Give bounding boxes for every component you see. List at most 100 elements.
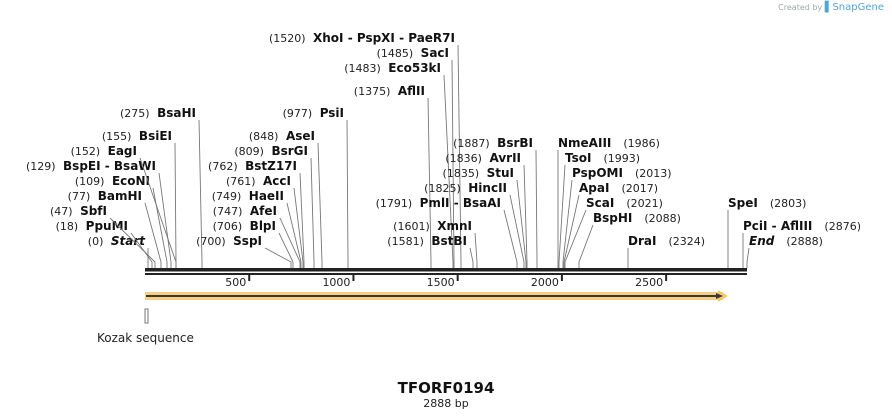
- site-leader-line: [174, 142, 177, 268]
- site-position: (2888): [786, 235, 823, 248]
- construct-length: 2888 bp: [423, 397, 469, 410]
- site-leader-line: [264, 247, 292, 268]
- site-label: (1483) Eco53kI: [344, 61, 441, 75]
- restriction-site[interactable]: PciI - AflIII (2876): [742, 219, 861, 268]
- restriction-site[interactable]: (1887) BsrBI: [453, 136, 538, 268]
- site-position: (1835): [443, 167, 483, 180]
- site-leader-line: [564, 209, 587, 268]
- site-leader-line: [563, 194, 580, 268]
- restriction-site[interactable]: (749) HaeII: [212, 189, 302, 268]
- axis-tick: [352, 275, 355, 281]
- site-label: (977) PsiI: [283, 106, 344, 120]
- restriction-site[interactable]: End (2888): [746, 234, 823, 268]
- restriction-site[interactable]: (1601) XmnI: [393, 219, 478, 268]
- restriction-site[interactable]: (1836) AvrII: [445, 151, 528, 268]
- restriction-site[interactable]: TsoI (1993): [558, 151, 640, 268]
- restriction-site[interactable]: (848) AseI: [249, 129, 323, 268]
- restriction-site[interactable]: ApaI (2017): [563, 181, 658, 268]
- site-position: (2021): [626, 197, 663, 210]
- site-enzyme-name: Eco53kI: [388, 61, 441, 75]
- restriction-site[interactable]: (109) EcoNI: [75, 174, 168, 268]
- site-leader-line: [516, 179, 527, 268]
- site-label: (47) SbfI: [50, 204, 107, 218]
- site-position: (1986): [623, 137, 660, 150]
- restriction-site[interactable]: DraI (2324): [627, 234, 705, 268]
- site-leader-line: [109, 217, 156, 268]
- restriction-site[interactable]: (1520) XhoI - PspXI - PaeR7I: [269, 31, 462, 268]
- site-label: (762) BstZ17I: [208, 159, 297, 173]
- site-label: (1601) XmnI: [393, 219, 472, 233]
- restriction-site[interactable]: (1375) AflII: [354, 84, 432, 268]
- site-label: SpeI (2803): [728, 196, 806, 210]
- site-enzyme-name: BstZ17I: [245, 159, 297, 173]
- site-leader-line: [310, 157, 315, 268]
- restriction-site[interactable]: (18) PpuMI: [56, 219, 153, 268]
- restriction-site[interactable]: PspOMI (2013): [562, 166, 672, 268]
- site-leader-line: [503, 209, 518, 268]
- restriction-site[interactable]: SpeI (2803): [727, 196, 806, 268]
- restriction-site[interactable]: (1485) SacI: [377, 46, 455, 268]
- site-leader-line: [474, 232, 478, 268]
- site-position: (848): [249, 130, 282, 143]
- restriction-site[interactable]: (1835) StuI: [443, 166, 527, 268]
- site-enzyme-name: StuI: [487, 166, 514, 180]
- site-position: (155): [102, 130, 135, 143]
- restriction-site[interactable]: (47) SbfI: [50, 204, 156, 268]
- restriction-site[interactable]: (1581) BstBI: [387, 234, 474, 268]
- restriction-site[interactable]: (77) BamHI: [68, 189, 162, 268]
- restriction-site[interactable]: (1825) HincII: [424, 181, 525, 268]
- restriction-site[interactable]: (275) BsaHI: [120, 106, 203, 268]
- restriction-site[interactable]: (129) BspEI - BsaWI: [26, 159, 172, 268]
- site-enzyme-name: ApaI: [579, 181, 609, 195]
- restriction-site[interactable]: (747) AfeI: [213, 204, 301, 268]
- restriction-site[interactable]: (977) PsiI: [283, 106, 349, 268]
- restriction-site[interactable]: (761) AccI: [226, 174, 304, 268]
- site-position: (747): [213, 205, 246, 218]
- site-label: (749) HaeII: [212, 189, 284, 203]
- site-enzyme-name: AccI: [263, 174, 291, 188]
- restriction-site[interactable]: (0) Start: [88, 234, 149, 268]
- restriction-site[interactable]: (809) BsrGI: [234, 144, 315, 268]
- site-position: (47): [50, 205, 76, 218]
- site-enzyme-name: SacI: [421, 46, 449, 60]
- restriction-site[interactable]: ScaI (2021): [564, 196, 663, 268]
- restriction-site[interactable]: BspHI (2088): [578, 211, 681, 268]
- site-label: (1836) AvrII: [445, 151, 521, 165]
- site-label: (275) BsaHI: [120, 106, 196, 120]
- site-leader-line: [523, 164, 528, 268]
- site-leader-line: [457, 44, 462, 268]
- axis-ticks: 500 1000 1500 2000 2500: [225, 275, 668, 289]
- site-position: (0): [88, 235, 107, 248]
- restriction-site[interactable]: (155) BsiEI: [102, 129, 177, 268]
- restriction-site[interactable]: (1791) PmlI - BsaAI: [376, 196, 518, 268]
- snapgene-credit: Created by ▌SnapGene: [778, 2, 884, 13]
- restriction-site[interactable]: NmeAIII (1986): [557, 136, 660, 268]
- site-position: (2088): [644, 212, 681, 225]
- restriction-site[interactable]: (1483) Eco53kI: [344, 61, 454, 268]
- site-label: (109) EcoNI: [75, 174, 150, 188]
- site-position: (77): [68, 190, 94, 203]
- site-position: (2013): [635, 167, 672, 180]
- orf-arrow[interactable]: [145, 290, 728, 302]
- restriction-site[interactable]: (706) BlpI: [213, 219, 294, 268]
- site-label: (1835) StuI: [443, 166, 514, 180]
- credit-brand: SnapGene: [832, 2, 884, 13]
- restriction-site[interactable]: (700) SspI: [196, 234, 292, 268]
- site-label: (848) AseI: [249, 129, 315, 143]
- site-label: End (2888): [749, 234, 823, 248]
- site-label: (1485) SacI: [377, 46, 449, 60]
- snapgene-logo-icon: ▌: [824, 2, 833, 13]
- site-enzyme-name: AfeI: [250, 204, 277, 218]
- kozak-feature-mark[interactable]: [144, 308, 149, 324]
- restriction-site[interactable]: (762) BstZ17I: [208, 159, 305, 268]
- site-position: (809): [234, 145, 267, 158]
- site-position: (2017): [621, 182, 658, 195]
- site-leader-line: [746, 247, 750, 268]
- site-leader-line: [293, 187, 304, 268]
- site-label: ApaI (2017): [579, 181, 658, 195]
- site-leader-line: [144, 202, 162, 268]
- site-leader-line: [279, 217, 301, 268]
- axis-tick: [248, 275, 251, 281]
- site-position: (1791): [376, 197, 416, 210]
- site-leader-line: [198, 119, 203, 268]
